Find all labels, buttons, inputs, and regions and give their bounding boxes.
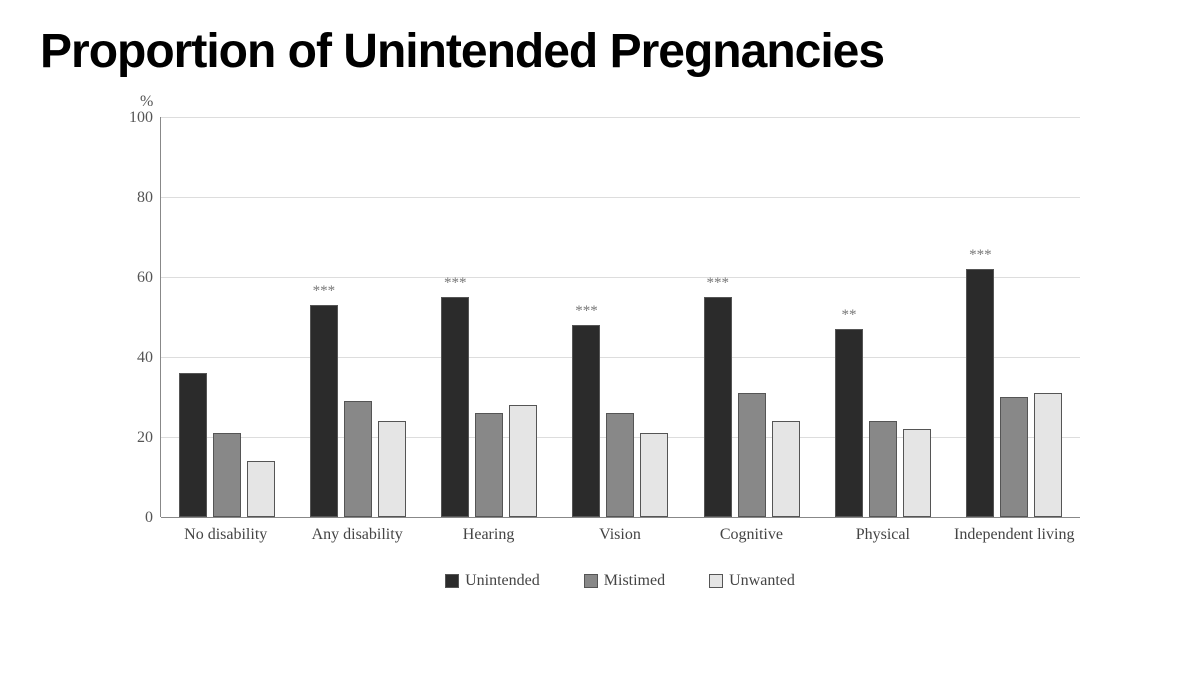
x-tick-label: Hearing bbox=[423, 517, 554, 544]
bar-chart: % 020406080100 ***************** No disa… bbox=[120, 87, 1100, 607]
bar-group bbox=[161, 117, 292, 517]
bar-group: *** bbox=[555, 117, 686, 517]
x-tick-label: No disability bbox=[160, 517, 291, 544]
significance-marker: *** bbox=[969, 247, 992, 270]
significance-marker: *** bbox=[575, 303, 598, 326]
y-tick-label: 60 bbox=[137, 269, 161, 287]
bar-group: *** bbox=[292, 117, 423, 517]
bar-unintended: ** bbox=[835, 329, 863, 517]
x-axis: No disabilityAny disabilityHearingVision… bbox=[160, 517, 1080, 544]
bar-mistimed bbox=[606, 413, 634, 517]
bar-unintended: *** bbox=[966, 269, 994, 517]
x-tick-label: Independent living bbox=[949, 517, 1080, 544]
bar-mistimed bbox=[738, 393, 766, 517]
legend: Unintended Mistimed Unwanted bbox=[160, 572, 1080, 590]
bar-group: *** bbox=[424, 117, 555, 517]
bar-mistimed bbox=[213, 433, 241, 517]
legend-label: Unintended bbox=[465, 572, 540, 590]
legend-swatch bbox=[709, 574, 723, 588]
legend-label: Unwanted bbox=[729, 572, 795, 590]
bar-unwanted bbox=[509, 405, 537, 517]
bar-group: ** bbox=[817, 117, 948, 517]
y-tick-label: 0 bbox=[145, 509, 161, 527]
legend-swatch bbox=[445, 574, 459, 588]
y-tick-label: 100 bbox=[129, 109, 161, 127]
x-tick-label: Cognitive bbox=[686, 517, 817, 544]
legend-item: Unintended bbox=[445, 572, 540, 590]
y-tick-label: 20 bbox=[137, 429, 161, 447]
x-tick-label: Physical bbox=[817, 517, 948, 544]
bar-mistimed bbox=[1000, 397, 1028, 517]
significance-marker: ** bbox=[842, 307, 857, 330]
x-tick-label: Vision bbox=[554, 517, 685, 544]
y-tick-label: 40 bbox=[137, 349, 161, 367]
y-tick-label: 80 bbox=[137, 189, 161, 207]
bar-unwanted bbox=[640, 433, 668, 517]
bar-unintended: *** bbox=[441, 297, 469, 517]
bar-mistimed bbox=[475, 413, 503, 517]
bar-unintended: *** bbox=[572, 325, 600, 517]
bar-unintended: *** bbox=[704, 297, 732, 517]
plot-area: 020406080100 ***************** bbox=[160, 117, 1080, 517]
bar-group: *** bbox=[686, 117, 817, 517]
legend-label: Mistimed bbox=[604, 572, 665, 590]
legend-item: Unwanted bbox=[709, 572, 795, 590]
bar-unwanted bbox=[378, 421, 406, 517]
bar-unwanted bbox=[772, 421, 800, 517]
significance-marker: *** bbox=[313, 283, 336, 306]
bar-layer: ***************** bbox=[161, 117, 1080, 517]
bar-unintended: *** bbox=[310, 305, 338, 517]
bar-unwanted bbox=[247, 461, 275, 517]
bar-unwanted bbox=[1034, 393, 1062, 517]
bar-unwanted bbox=[903, 429, 931, 517]
legend-swatch bbox=[584, 574, 598, 588]
bar-mistimed bbox=[344, 401, 372, 517]
page-title: Proportion of Unintended Pregnancies bbox=[0, 0, 1200, 79]
significance-marker: *** bbox=[444, 275, 467, 298]
x-tick-label: Any disability bbox=[291, 517, 422, 544]
bar-group: *** bbox=[949, 117, 1080, 517]
bar-mistimed bbox=[869, 421, 897, 517]
legend-item: Mistimed bbox=[584, 572, 665, 590]
significance-marker: *** bbox=[707, 275, 730, 298]
bar-unintended bbox=[179, 373, 207, 517]
